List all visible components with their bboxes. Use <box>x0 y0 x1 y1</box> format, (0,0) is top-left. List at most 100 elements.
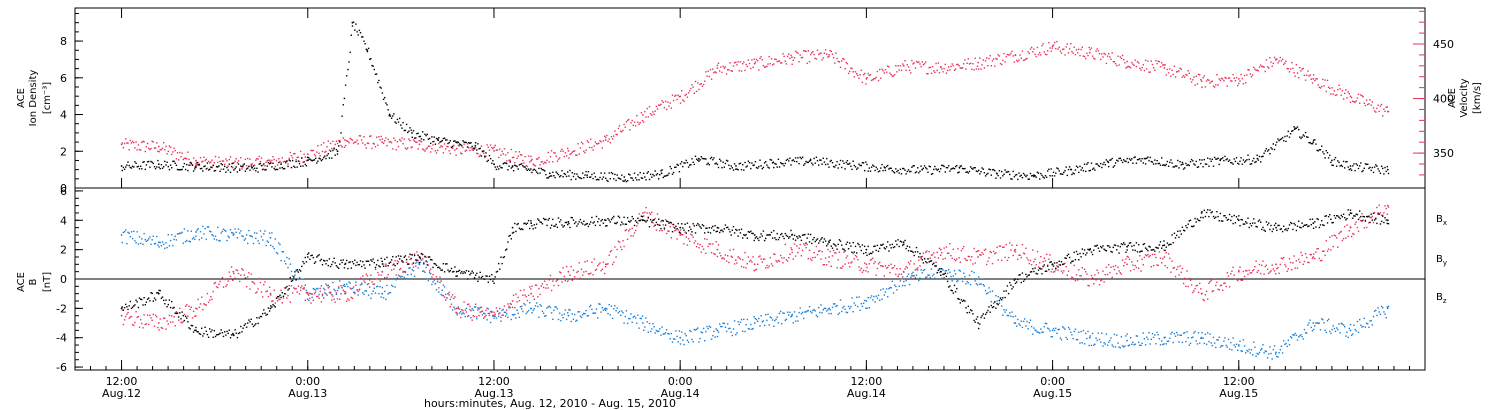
by-series-point <box>875 295 877 297</box>
bz-series-point <box>1368 222 1370 224</box>
velocity-series-point <box>1225 77 1227 79</box>
bz-series-point <box>1302 263 1304 265</box>
bx-series-point <box>241 331 243 333</box>
density-series-point <box>744 161 746 164</box>
bz-series-point <box>826 264 828 266</box>
density-series-point <box>304 163 306 166</box>
velocity-series-point <box>184 157 187 160</box>
velocity-series-point <box>992 58 995 60</box>
by-series-point <box>549 306 552 309</box>
density-series-point <box>1325 150 1327 152</box>
bz-series-point <box>159 318 161 320</box>
bz-series-point <box>422 258 424 260</box>
by-series-point <box>1100 341 1102 343</box>
velocity-series-point <box>203 156 205 158</box>
density-series-point <box>969 166 972 168</box>
bz-series-point <box>537 296 539 298</box>
bz-series-point <box>1230 273 1232 275</box>
velocity-series-point <box>1128 66 1131 68</box>
by-series-point <box>666 329 668 331</box>
by-series-point <box>911 272 913 275</box>
bz-series-point <box>1035 264 1037 266</box>
velocity-series-point <box>1237 78 1240 80</box>
density-series-point <box>761 168 763 170</box>
bx-series-point <box>359 260 362 262</box>
velocity-series-point <box>493 150 495 152</box>
bz-series-point <box>204 303 206 306</box>
velocity-series-point <box>324 151 326 153</box>
density-series-point <box>123 168 126 170</box>
velocity-series-point <box>977 61 979 64</box>
velocity-series-point <box>610 136 613 138</box>
by-series-point <box>1116 334 1118 336</box>
bx-series-point <box>468 270 470 272</box>
velocity-series-point <box>570 152 572 155</box>
density-series-point <box>1131 158 1133 160</box>
by-series-point <box>393 277 395 280</box>
bz-series-point <box>839 267 842 269</box>
velocity-series-point <box>784 60 786 62</box>
density-series-point <box>1213 156 1216 159</box>
bz-series-point <box>516 301 518 303</box>
by-series-point <box>881 298 883 300</box>
by-series-point <box>1083 343 1086 345</box>
density-series-point <box>1215 158 1217 160</box>
bz-series-point <box>767 267 769 269</box>
bz-series-point <box>1055 269 1057 271</box>
density-series-point <box>579 177 582 179</box>
bz-series-point <box>911 275 913 277</box>
velocity-series-point <box>306 153 309 156</box>
by-series-point <box>1375 309 1377 312</box>
density-series-point <box>890 167 892 169</box>
density-series-point <box>524 166 526 168</box>
bz-series-point <box>1114 265 1117 267</box>
bx-series-point <box>440 269 442 271</box>
bx-series-point <box>457 270 460 272</box>
velocity-series-point <box>1176 71 1178 73</box>
density-series-point <box>267 162 270 164</box>
density-series-point <box>754 161 757 163</box>
by-series-point <box>617 312 620 314</box>
bz-series-point <box>381 270 384 273</box>
by-series-point <box>1200 336 1203 339</box>
by-series-point <box>590 304 592 307</box>
velocity-series-point <box>456 142 458 144</box>
velocity-series-point <box>397 145 400 148</box>
density-series-point <box>411 136 413 138</box>
bz-series-point <box>830 265 832 267</box>
density-series-point <box>413 137 416 139</box>
velocity-series-point <box>404 147 407 149</box>
velocity-series-point <box>1230 80 1232 82</box>
bz-series-point <box>739 258 742 260</box>
by-series-point <box>1241 350 1243 352</box>
bz-series-point <box>940 248 942 251</box>
bz-series-point <box>289 301 291 303</box>
by-series-point <box>705 330 707 333</box>
velocity-series-point <box>371 147 373 150</box>
density-series-point <box>366 50 369 53</box>
bx-series-point <box>483 278 485 280</box>
by-series-point <box>1141 342 1143 344</box>
velocity-series-point <box>1163 67 1166 69</box>
bx-series-point <box>255 323 257 325</box>
density-series-point <box>1380 165 1383 167</box>
b-tick-label: 0 <box>60 273 67 286</box>
bz-series-point <box>1028 262 1030 265</box>
bz-series-point <box>654 217 656 220</box>
bz-series-point <box>854 254 857 257</box>
bz-series-point <box>1331 235 1333 237</box>
velocity-series-point <box>849 70 851 73</box>
bz-series-point <box>743 266 745 268</box>
density-series-point <box>1051 175 1053 177</box>
density-series-point <box>1216 158 1218 160</box>
bz-series-point <box>776 261 778 263</box>
density-series-point <box>1261 156 1263 158</box>
velocity-series-point <box>1202 77 1204 79</box>
bz-series-point <box>450 303 453 305</box>
bx-series-point <box>279 294 281 296</box>
bz-series-point <box>640 219 643 221</box>
velocity-series-point <box>774 58 776 60</box>
velocity-series-point <box>207 160 210 163</box>
velocity-series-point <box>623 123 625 126</box>
